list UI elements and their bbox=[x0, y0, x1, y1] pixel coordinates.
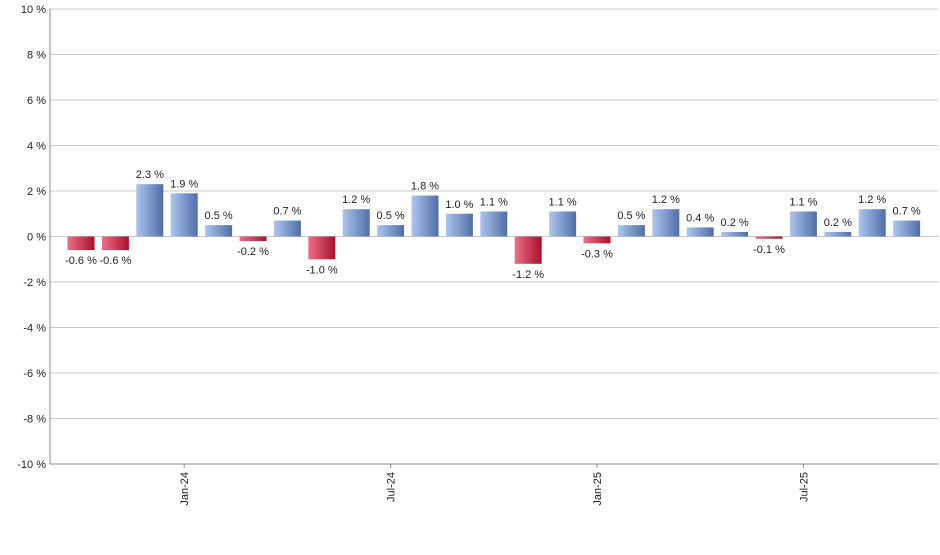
bar-Oct-24 bbox=[480, 211, 508, 237]
bar-Dec-24 bbox=[549, 211, 577, 237]
bar-Nov-24 bbox=[514, 236, 542, 264]
data-label: 0.7 % bbox=[273, 206, 301, 218]
bar-Jan-25 bbox=[583, 236, 611, 244]
data-label: 0.2 % bbox=[824, 217, 852, 229]
bar-Aug-25 bbox=[824, 231, 852, 237]
data-label: -0.1 % bbox=[753, 244, 785, 256]
data-label: 1.1 % bbox=[789, 196, 817, 208]
y-tick-label: -2 % bbox=[23, 277, 46, 289]
bar-Jun-25 bbox=[755, 236, 783, 239]
y-tick-label: 2 % bbox=[27, 186, 46, 198]
bar-May-25 bbox=[721, 231, 749, 237]
bar-Feb-24 bbox=[205, 225, 233, 237]
y-tick-label: 10 % bbox=[21, 4, 46, 16]
bar-Jan-24 bbox=[170, 193, 198, 237]
data-label: 1.2 % bbox=[858, 194, 886, 206]
data-label: 1.8 % bbox=[411, 181, 439, 193]
bar-Mar-25 bbox=[652, 209, 680, 237]
data-label: 1.2 % bbox=[652, 194, 680, 206]
data-label: 0.5 % bbox=[205, 210, 233, 222]
data-label: 1.9 % bbox=[170, 178, 198, 190]
data-label: 0.7 % bbox=[893, 206, 921, 218]
bar-Jul-24 bbox=[377, 225, 405, 237]
bar-Sep-24 bbox=[445, 213, 473, 237]
axes bbox=[49, 9, 938, 465]
data-label: -0.6 % bbox=[65, 255, 97, 267]
y-tick-label: 4 % bbox=[27, 141, 46, 153]
data-label: 1.2 % bbox=[342, 194, 370, 206]
data-label: 2.3 % bbox=[136, 169, 164, 181]
y-axis-ticks: 10 % 8 % 6 % 4 % 2 % 0 % -2 % -4 % -6 % -8 % -10 % bbox=[17, 4, 46, 471]
bar-Mar-24 bbox=[239, 236, 267, 242]
data-labels: -0.6 % -0.6 % 2.3 % 1.9 % 0.5 % -0.2 % 0.7 % -1… bbox=[65, 169, 921, 281]
data-label: -0.3 % bbox=[581, 248, 613, 260]
y-tick-label: 6 % bbox=[27, 95, 46, 107]
bar-Sep-25 bbox=[858, 209, 886, 237]
data-label: 0.4 % bbox=[686, 212, 714, 224]
y-tick-label: -8 % bbox=[23, 414, 46, 426]
data-label: 0.5 % bbox=[377, 210, 405, 222]
x-axis-ticks: Jan-24 Jul-24 Jan-25 Jul-25 bbox=[179, 464, 810, 506]
data-label: 0.2 % bbox=[721, 217, 749, 229]
bar-Jul-25 bbox=[789, 211, 817, 237]
bar-Jun-24 bbox=[342, 209, 370, 237]
y-tick-label: 8 % bbox=[27, 50, 46, 62]
bar-Nov-23 bbox=[101, 236, 129, 251]
data-label: 1.1 % bbox=[549, 196, 577, 208]
bar-Oct-25 bbox=[893, 220, 921, 237]
x-tick-label: Jul-24 bbox=[386, 472, 398, 502]
bars bbox=[67, 184, 921, 264]
data-label: -1.0 % bbox=[306, 264, 338, 276]
y-tick-label: -4 % bbox=[23, 323, 46, 335]
x-tick-label: Jan-25 bbox=[592, 472, 604, 506]
data-label: 0.5 % bbox=[617, 210, 645, 222]
x-tick-label: Jul-25 bbox=[798, 472, 810, 502]
bar-Feb-25 bbox=[617, 225, 645, 237]
bar-Oct-23 bbox=[67, 236, 95, 251]
y-tick-label: -6 % bbox=[23, 368, 46, 380]
x-tick-label: Jan-24 bbox=[179, 472, 191, 506]
data-label: 1.1 % bbox=[480, 196, 508, 208]
y-tick-label: 0 % bbox=[27, 232, 46, 244]
bar-Dec-23 bbox=[136, 184, 164, 237]
data-label: 1.0 % bbox=[445, 199, 473, 211]
bar-May-24 bbox=[308, 236, 336, 260]
data-label: -0.2 % bbox=[237, 246, 269, 258]
data-label: -1.2 % bbox=[512, 269, 544, 281]
y-tick-label: -10 % bbox=[17, 459, 46, 471]
bar-Apr-24 bbox=[273, 220, 301, 237]
bar-Aug-24 bbox=[411, 195, 439, 237]
data-label: -0.6 % bbox=[100, 255, 132, 267]
bar-Apr-25 bbox=[686, 227, 714, 237]
